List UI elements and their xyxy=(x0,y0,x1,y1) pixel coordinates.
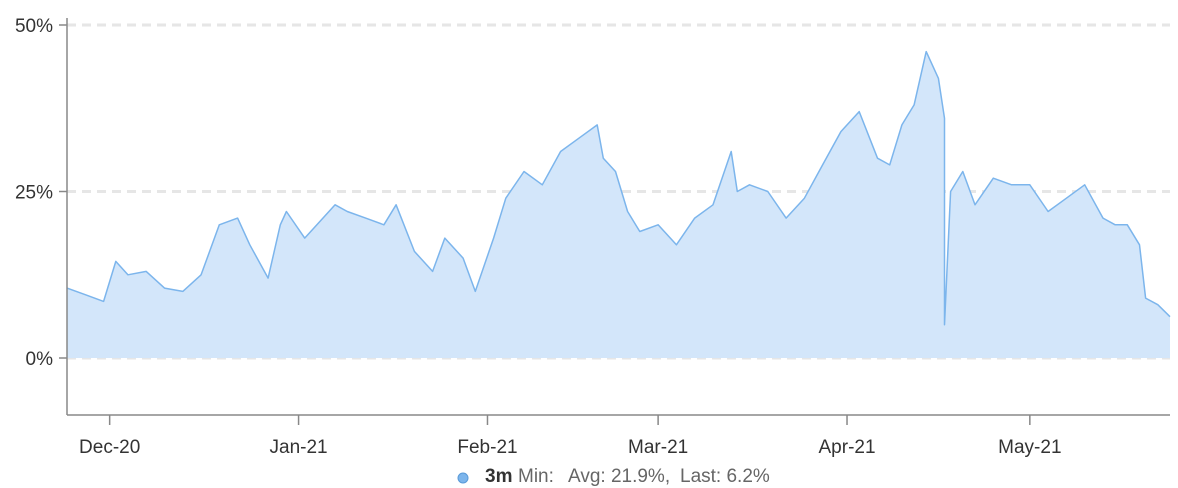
x-tick-labels: Dec-20 Jan-21 Feb-21 Mar-21 Apr-21 May-21 xyxy=(79,437,1061,458)
legend-avg-label: Avg: 21.9%, xyxy=(568,466,670,487)
series-layer xyxy=(66,50,1171,358)
legend[interactable]: 3m Min: Avg: 21.9%, Last: 6.2% xyxy=(457,466,770,487)
x-tick-label-5: May-21 xyxy=(998,437,1061,458)
y-tick-label-1: 25% xyxy=(15,183,53,204)
y-tick-label-2: 50% xyxy=(15,16,53,37)
x-tick-label-3: Mar-21 xyxy=(628,437,688,458)
legend-marker-3m xyxy=(457,472,469,484)
axes xyxy=(66,18,1170,425)
legend-series-name: 3m xyxy=(485,466,512,487)
x-tick-label-1: Jan-21 xyxy=(270,437,328,458)
series-line-0[interactable] xyxy=(66,50,1171,326)
y-tick-label-0: 0% xyxy=(26,349,54,370)
legend-last-label: Last: 6.2% xyxy=(680,466,770,487)
x-tick-label-4: Apr-21 xyxy=(819,437,876,458)
x-tick-label-0: Dec-20 xyxy=(79,437,140,458)
y-tick-labels: 0% 25% 50% xyxy=(15,16,53,370)
legend-min-label: Min: xyxy=(518,466,554,487)
x-tick-label-2: Feb-21 xyxy=(457,437,517,458)
series-area-0 xyxy=(67,51,1170,358)
